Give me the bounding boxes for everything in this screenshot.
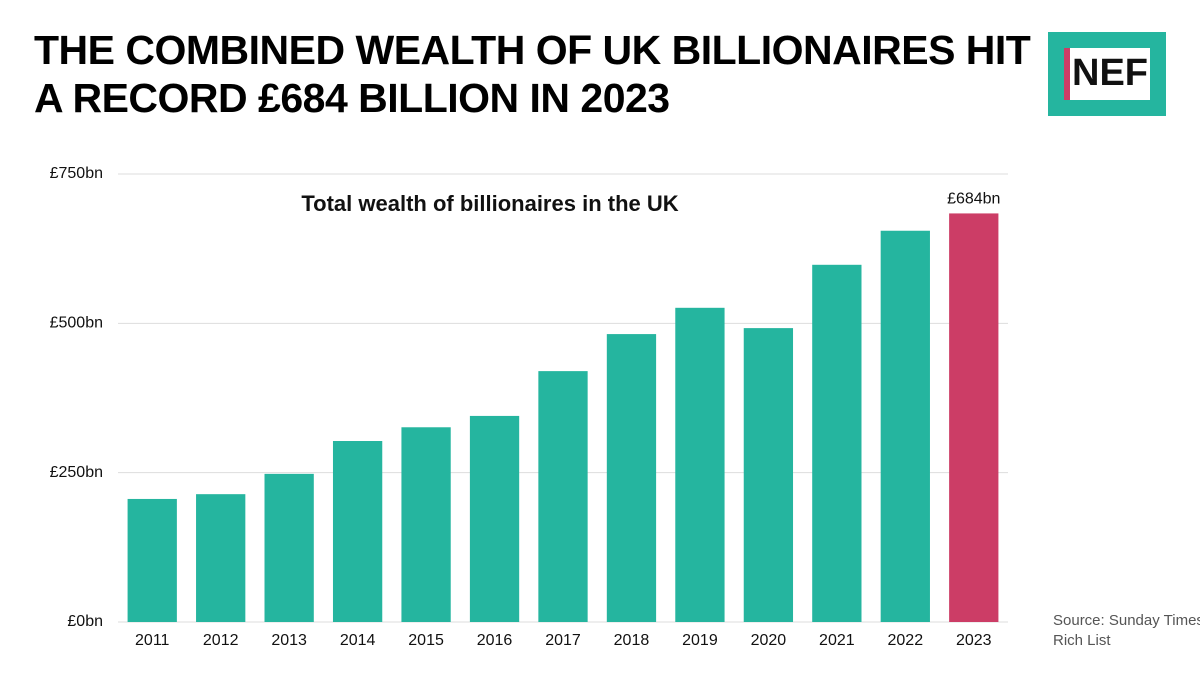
- bar: [196, 494, 246, 622]
- logo-inner: [1064, 48, 1150, 100]
- chart-title: THE COMBINED WEALTH OF UK BILLIONAIRES H…: [34, 27, 1031, 121]
- x-tick-label: 2011: [135, 632, 170, 649]
- y-tick-label: £750bn: [50, 165, 103, 182]
- bar: [606, 334, 657, 622]
- bar: [264, 473, 314, 622]
- logo-text: NEF: [1072, 52, 1148, 94]
- x-tick-label: 2016: [477, 632, 513, 649]
- y-tick-label: £500bn: [50, 315, 103, 332]
- bar: [812, 264, 862, 622]
- x-tick-label: 2014: [340, 632, 376, 649]
- bar: [401, 427, 451, 622]
- source-line: Source: Sunday Times: [1053, 612, 1200, 629]
- x-tick-label: 2013: [271, 632, 307, 649]
- bar: [332, 441, 383, 622]
- x-tick-label: 2012: [203, 632, 239, 649]
- y-tick-label: £250bn: [50, 464, 103, 481]
- bar: [538, 371, 588, 622]
- logo-accent: [1064, 48, 1070, 100]
- x-tick-label: 2020: [751, 632, 787, 649]
- x-tick-label: 2019: [682, 632, 718, 649]
- bar: [675, 307, 725, 622]
- x-tick-label: 2017: [545, 632, 581, 649]
- x-tick-label: 2021: [819, 632, 855, 649]
- chart-subtitle: Total wealth of billionaires in the UK: [301, 191, 678, 216]
- data-label: £684bn: [947, 191, 1000, 208]
- bar: [949, 213, 999, 622]
- y-tick-label: £0bn: [67, 613, 103, 630]
- x-tick-label: 2023: [956, 632, 992, 649]
- bar: [743, 328, 794, 622]
- source-line: Rich List: [1053, 632, 1111, 649]
- bar: [469, 415, 520, 622]
- x-tick-label: 2022: [888, 632, 924, 649]
- x-tick-label: 2015: [408, 632, 444, 649]
- x-tick-label: 2018: [614, 632, 650, 649]
- bar: [127, 498, 177, 622]
- bar: [880, 230, 930, 622]
- source: Source: Sunday Times Rich List: [1053, 612, 1200, 649]
